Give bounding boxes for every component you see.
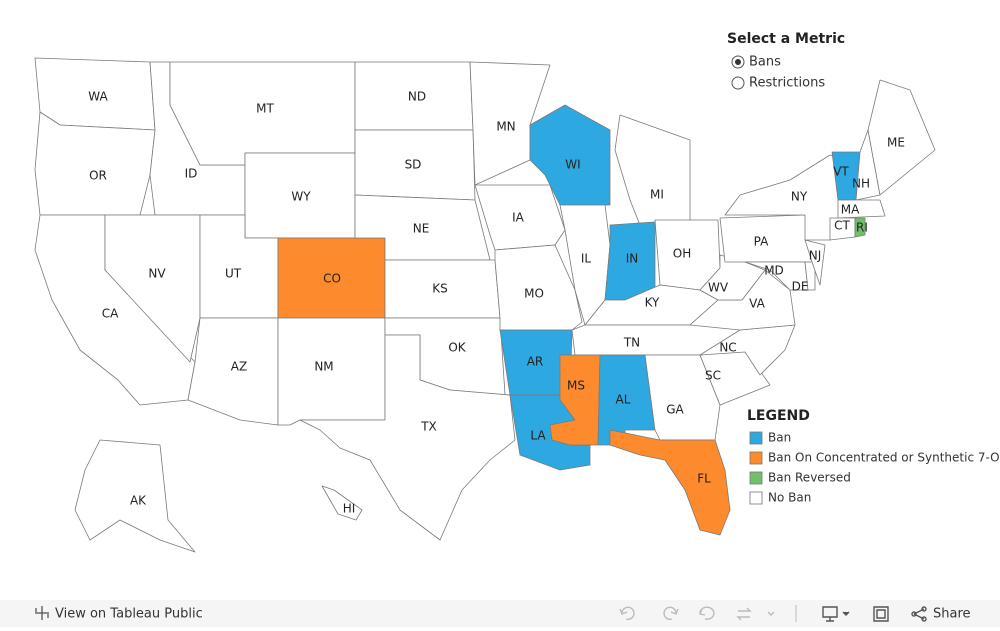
radio-button[interactable] [731,76,745,90]
state-label: OH [673,247,691,261]
state-label: IN [626,252,639,266]
state-label: PA [754,235,769,249]
state-label: NV [148,267,166,281]
state-label: FL [697,472,711,486]
legend-swatch[interactable] [749,491,763,505]
state-shape[interactable] [854,217,866,238]
share-button[interactable]: Share [933,607,971,622]
state-label: CO [323,272,341,286]
state-label: SD [405,158,422,172]
state-label: TX [420,420,437,434]
revert-button[interactable] [699,606,715,620]
state-label: KY [645,296,660,310]
toolbar-active [822,606,927,622]
legend-swatch[interactable] [749,431,763,445]
radio-dot [735,59,741,65]
state-shape[interactable] [74,439,196,553]
label-layer: WA OR CA ID NV MT WY UT AZ CO NM ND SD NE KS OK TX MN IA MO… [88,90,905,516]
state-label: KS [432,282,448,296]
legend-title: LEGEND [747,408,810,424]
legend-label[interactable]: Ban [768,431,791,445]
state-label: OR [89,169,107,183]
state-shape[interactable] [867,79,936,196]
state-label: AZ [231,360,247,374]
state-label: NE [413,222,430,236]
state-shape[interactable] [614,114,691,226]
refresh-button[interactable] [736,607,775,621]
legend-swatch[interactable] [749,451,763,465]
state-label: VA [749,297,765,311]
state-label: NC [719,341,736,355]
state-label: AL [616,393,631,407]
toolbar-buttons [619,605,797,622]
state-label: MD [764,264,784,278]
state-label: IA [512,211,525,225]
state-label: CA [102,307,119,321]
state-label: OK [448,341,466,355]
state-label: VT [833,165,849,179]
state-label: AR [527,355,544,369]
legend-label[interactable]: Ban On Concentrated or Synthetic 7-OH [768,451,1000,465]
redo-button[interactable] [663,606,679,621]
state-label: TN [623,336,640,350]
state-label: MI [650,188,664,202]
tableau-icon [35,606,49,620]
selector-options: Bans Restrictions [731,55,825,91]
undo-button[interactable] [619,606,635,621]
state-shape[interactable] [744,261,809,291]
state-layer [34,57,936,553]
state-label: WA [88,90,108,104]
radio-label[interactable]: Bans [749,55,781,70]
radio-label[interactable]: Restrictions [749,76,825,91]
legend: Ban Ban On Concentrated or Synthetic 7-OH… [749,431,1000,505]
state-shape[interactable] [804,239,826,286]
state-label: WI [565,158,580,172]
legend-swatch[interactable] [749,471,763,485]
state-label: RI [856,221,868,235]
state-label: ME [887,136,905,150]
state-shape[interactable] [609,429,731,536]
toolbar [0,600,1000,627]
state-shape[interactable] [104,214,201,363]
legend-label[interactable]: No Ban [768,491,811,505]
state-label: NY [791,190,808,204]
state-label: IL [581,252,592,266]
state-label: SC [705,369,721,383]
state-label: MS [567,379,585,393]
state-label: MA [841,203,860,217]
state-label: ID [185,167,198,181]
state-label: CT [834,219,850,233]
state-label: NH [852,177,870,191]
state-label: HI [343,502,356,516]
selector-title: Select a Metric [727,31,845,47]
state-label: UT [225,267,242,281]
state-label: GA [666,403,684,417]
state-shape[interactable] [699,254,766,301]
state-shape[interactable] [34,111,156,216]
state-label: ND [408,90,426,104]
download-button[interactable] [822,606,838,622]
view-link[interactable]: View on Tableau Public [55,607,203,622]
state-label: DE [792,280,809,294]
state-shape[interactable] [299,334,516,541]
state-shape[interactable] [321,485,363,521]
state-label: MT [256,102,274,116]
state-label: NM [314,360,333,374]
state-label: LA [530,429,546,443]
state-label: MN [496,120,515,134]
state-label: WV [708,281,729,295]
state-label: WY [291,190,311,204]
fullscreen-button[interactable] [873,606,889,622]
state-label: MO [524,287,544,301]
state-label: NJ [809,249,822,263]
state-shape[interactable] [837,199,886,219]
legend-label[interactable]: Ban Reversed [768,471,851,485]
state-label: AK [130,494,147,508]
